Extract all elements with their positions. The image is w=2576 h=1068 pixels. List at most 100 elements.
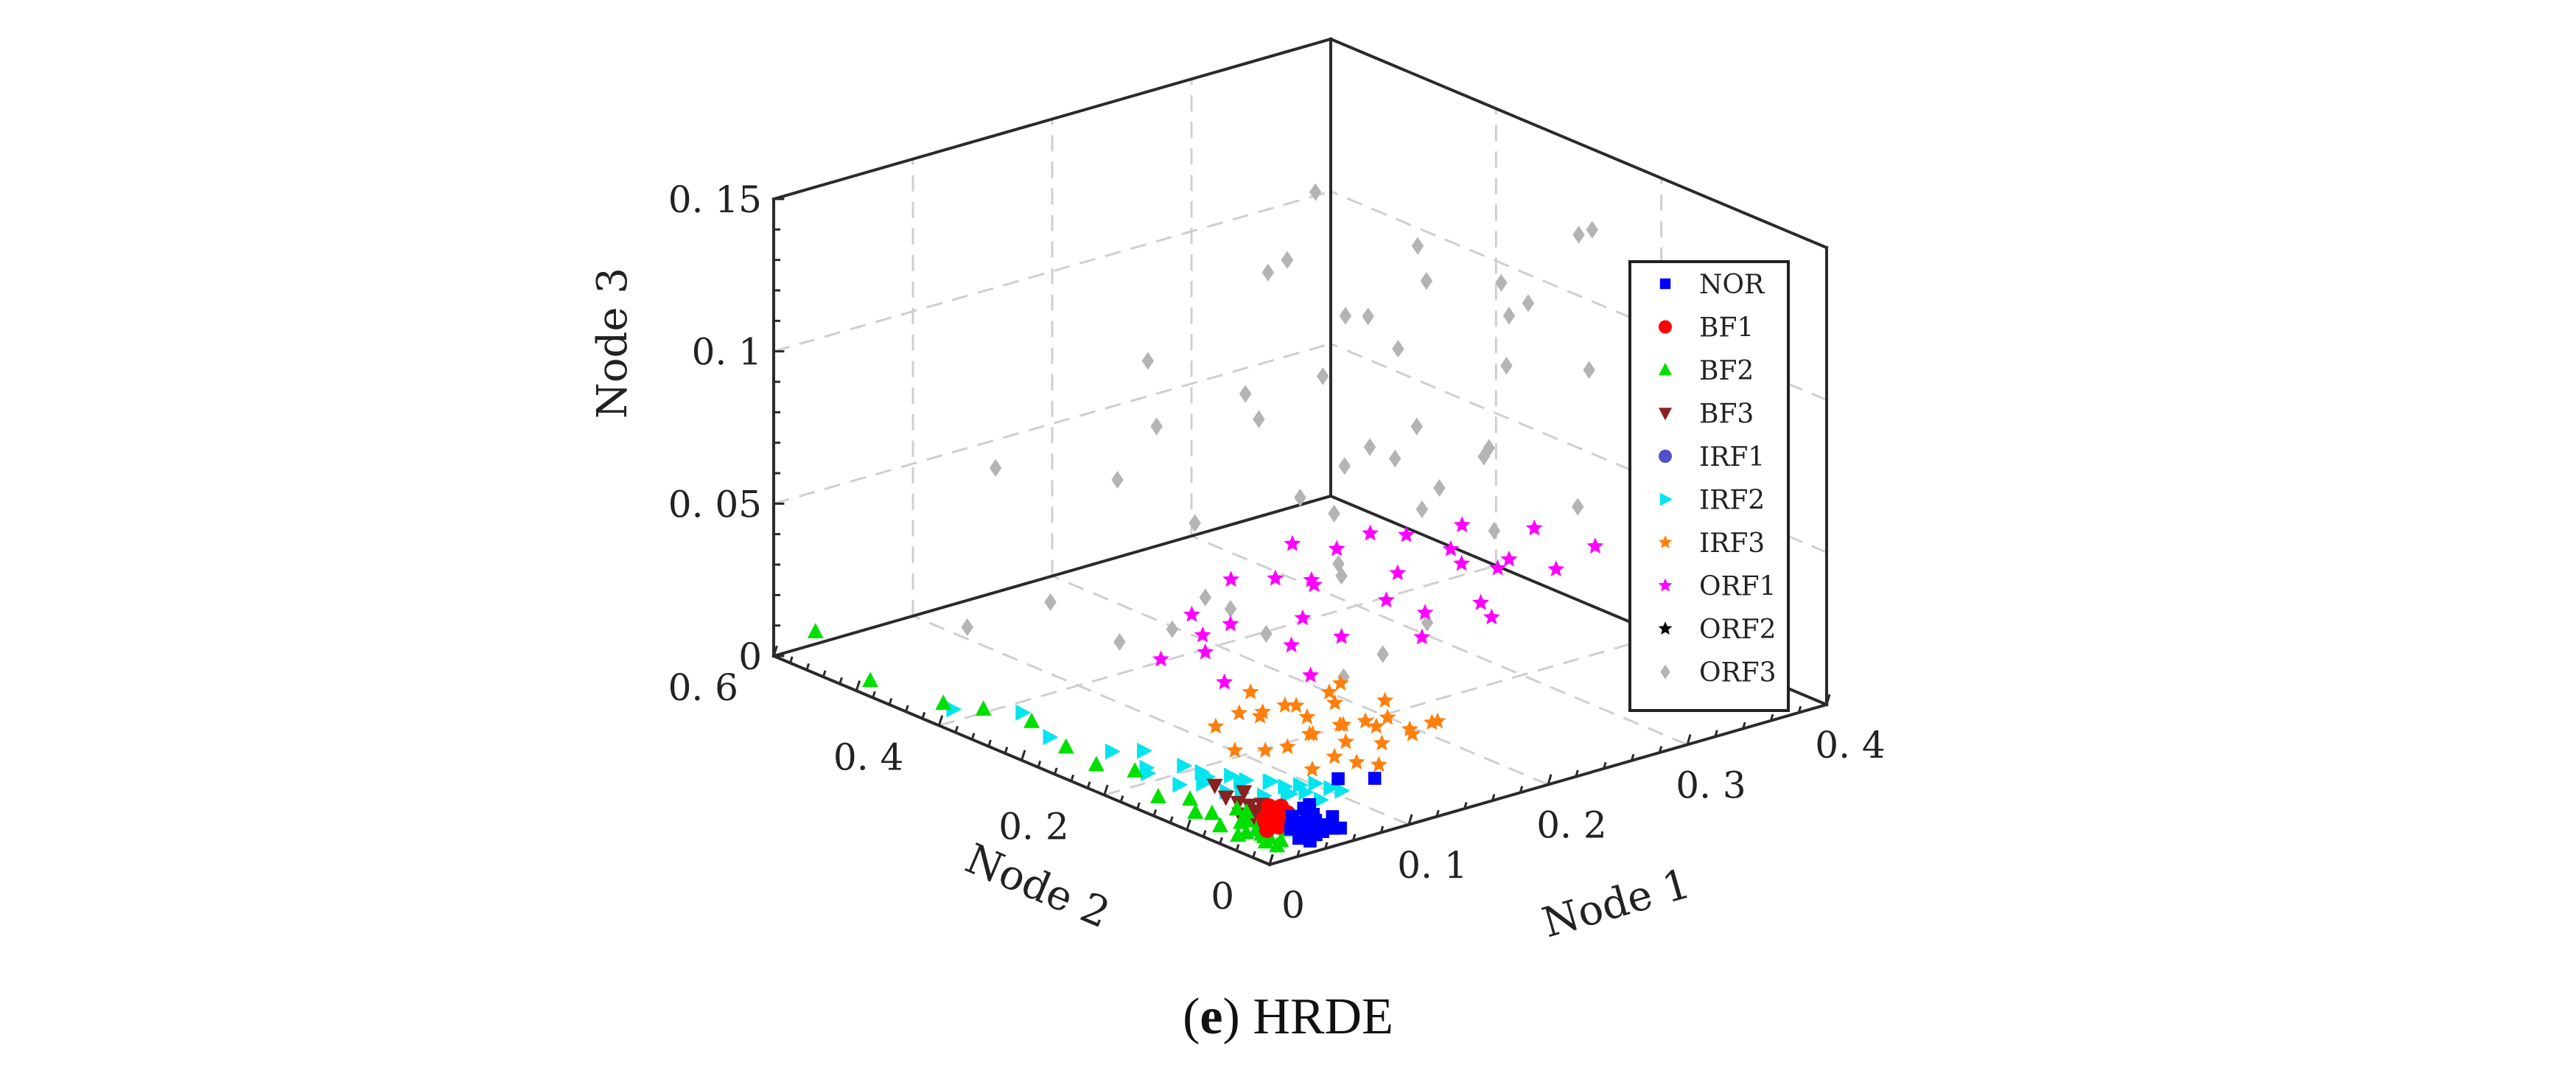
point-orf1 [1194, 626, 1211, 643]
tick-mark [805, 663, 811, 671]
point-bf2 [1088, 755, 1105, 772]
legend-marker-irf2 [1659, 492, 1673, 506]
point-orf3 [1260, 624, 1273, 643]
point-irf2 [946, 701, 962, 718]
point-orf1 [1362, 524, 1379, 541]
tick-mark [1351, 834, 1357, 841]
point-orf3 [1316, 367, 1329, 385]
tick-mark [1169, 816, 1174, 823]
tick-mark [789, 656, 794, 663]
legend-label-bf2: BF2 [1699, 356, 1754, 386]
caption-text: HRDE [1239, 988, 1393, 1045]
point-orf3 [1141, 352, 1155, 370]
point-orf3 [1166, 620, 1179, 638]
legend-marker-irf3 [1658, 535, 1673, 548]
point-orf3 [1411, 237, 1424, 255]
axis-ticks [772, 198, 1831, 865]
point-orf1 [1398, 526, 1415, 542]
tick-mark [1435, 809, 1440, 817]
point-irf3 [1357, 712, 1374, 729]
point-irf3 [1242, 683, 1259, 699]
z-tick-label: 0. 15 [668, 178, 762, 221]
point-irf2 [1177, 757, 1193, 774]
point-nor [1368, 772, 1382, 785]
point-bf2 [1149, 788, 1166, 803]
legend-marker-nor [1659, 278, 1671, 290]
point-irf3 [1379, 708, 1396, 725]
z-tick-label: 0. 05 [668, 483, 762, 526]
point-orf1 [1283, 636, 1301, 653]
point-orf3 [961, 618, 973, 637]
grid-line [773, 190, 1331, 353]
point-nor [1331, 772, 1345, 786]
point-irf2 [1105, 743, 1121, 760]
tick-mark [970, 733, 976, 740]
tick-mark [872, 691, 876, 699]
point-orf1 [1453, 516, 1471, 533]
point-orf3 [1150, 417, 1163, 436]
point-irf2 [1280, 786, 1296, 803]
point-orf3 [1415, 500, 1429, 519]
grid-line [1104, 634, 1662, 797]
point-orf1 [1413, 628, 1431, 645]
point-orf1 [1547, 560, 1565, 577]
legend-label-irf3: IRF3 [1699, 528, 1765, 559]
legend-box [1628, 260, 1790, 712]
tick-mark [1491, 794, 1496, 801]
tick-mark [888, 698, 893, 705]
point-irf2 [1043, 728, 1059, 745]
point-irf3 [1337, 733, 1354, 750]
point-bf2 [1230, 826, 1247, 842]
tick-mark [1235, 844, 1240, 851]
point-irf3 [1231, 704, 1248, 721]
point-orf3 [1339, 307, 1352, 325]
point-irf3 [1326, 694, 1344, 711]
point-orf3 [1392, 340, 1404, 358]
point-orf3 [989, 458, 1002, 478]
y-tick-label: 0. 6 [668, 666, 738, 709]
legend-label-bf1: BF1 [1699, 313, 1754, 343]
tick-mark [921, 711, 926, 719]
grid-line [938, 564, 1497, 727]
point-irf2 [1224, 767, 1240, 784]
legend-label-orf3: ORF3 [1699, 658, 1777, 688]
x-tick-label: 0 [1281, 884, 1305, 926]
point-orf1 [1328, 540, 1345, 556]
legend-marker-orf1 [1658, 578, 1673, 592]
tick-mark [1103, 784, 1109, 796]
tick-mark [1053, 767, 1058, 775]
axis-box-edge [1329, 37, 1829, 250]
point-orf3 [1332, 554, 1345, 573]
tick-mark [1186, 819, 1191, 831]
point-irf2 [1334, 782, 1351, 799]
point-irf2 [1141, 765, 1157, 782]
caption-close: ) [1222, 988, 1240, 1045]
point-orf3 [1502, 307, 1516, 325]
tick-mark [1086, 781, 1091, 789]
legend-label-orf1: ORF1 [1699, 572, 1777, 602]
point-orf3 [1389, 450, 1401, 468]
point-orf1 [1483, 608, 1500, 625]
point-irf3 [1207, 717, 1225, 734]
point-bf3 [1206, 778, 1223, 795]
point-orf1 [1222, 570, 1240, 587]
point-orf1 [1416, 604, 1434, 621]
point-bf2 [1023, 712, 1040, 728]
point-irf3 [1429, 712, 1446, 729]
point-bf2 [1127, 761, 1144, 778]
point-orf1 [1453, 554, 1471, 571]
legend-label-orf2: ORF2 [1699, 615, 1777, 645]
z-tick-label: 0. 1 [692, 331, 762, 374]
tick-mark [1463, 801, 1468, 809]
point-irf2 [1172, 776, 1189, 793]
point-irf3 [1276, 697, 1294, 713]
point-orf1 [1197, 643, 1214, 660]
tick-mark [1119, 795, 1124, 803]
axis-box-edge [771, 37, 1333, 201]
point-orf3 [1572, 226, 1585, 244]
point-orf1 [1500, 550, 1518, 567]
point-irf2 [1137, 742, 1152, 759]
tick-mark [1296, 850, 1301, 857]
point-bf2 [935, 694, 952, 711]
tick-mark [855, 680, 861, 691]
